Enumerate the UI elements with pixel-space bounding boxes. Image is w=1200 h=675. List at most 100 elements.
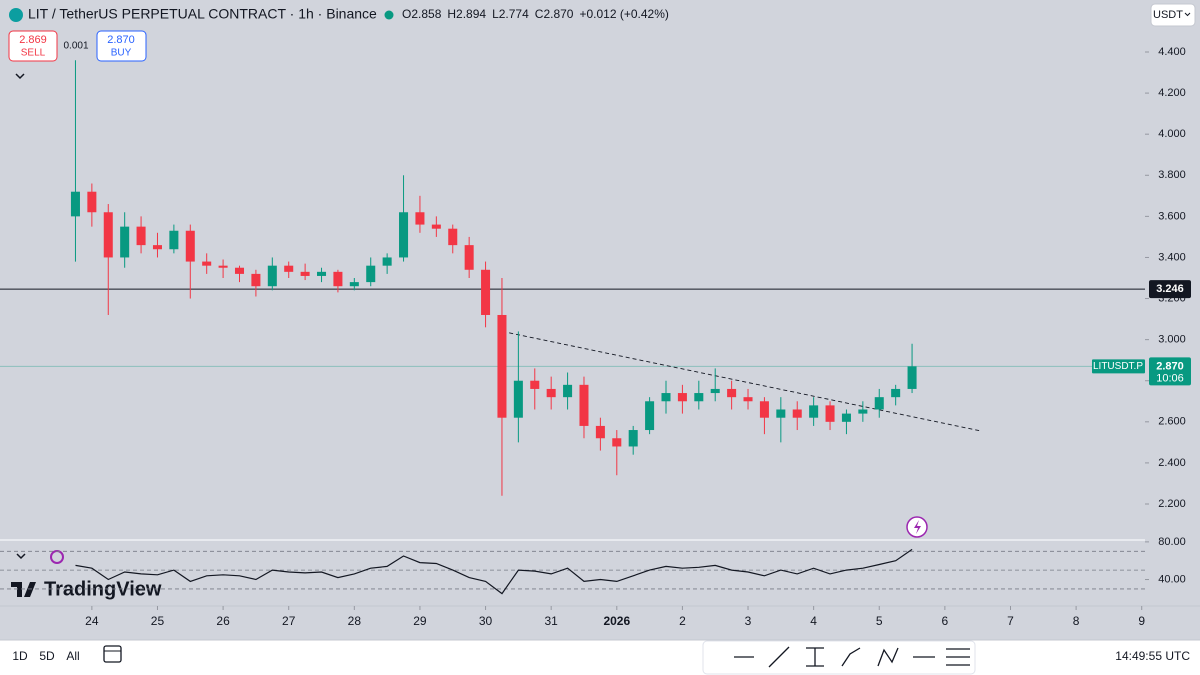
candle-body <box>136 226 146 246</box>
tool-range[interactable] <box>806 647 824 667</box>
clock: 14:49:55 UTC <box>1115 649 1190 663</box>
rsi-tick-label: 80.00 <box>1158 536 1186 548</box>
y-tick-label: 3.000 <box>1158 334 1186 346</box>
candle-body <box>563 384 573 398</box>
candle-body <box>317 271 327 276</box>
candle-body <box>874 397 884 410</box>
y-tick-label: 2.400 <box>1158 457 1186 469</box>
x-tick-label: 7 <box>1007 614 1014 628</box>
candle-body <box>776 409 786 418</box>
price-tag-value: 2.870 <box>1156 360 1184 372</box>
candle-body <box>825 405 835 422</box>
candle-body <box>743 397 753 402</box>
range-button[interactable]: 5D <box>39 649 55 663</box>
x-tick-label: 2 <box>679 614 686 628</box>
tool-trendline[interactable] <box>768 646 790 668</box>
candle-body <box>481 269 491 315</box>
candle-body <box>448 228 458 246</box>
currency-caret <box>1184 12 1191 17</box>
candle-body <box>300 271 310 276</box>
price-tag-countdown: 10:06 <box>1156 372 1184 384</box>
y-tick-label: 4.200 <box>1158 87 1186 99</box>
x-tick-label: 30 <box>479 614 493 628</box>
candle-body <box>382 257 392 266</box>
spread: 0.001 <box>63 41 88 52</box>
candle-body <box>218 265 228 268</box>
candle-body <box>628 430 638 447</box>
x-tick-label: 27 <box>282 614 296 628</box>
candle-body <box>530 380 540 389</box>
buy-button[interactable] <box>96 30 147 62</box>
symbol-icon <box>9 8 23 22</box>
candle-body <box>399 212 409 258</box>
ohlc-value: O2.858 <box>402 7 442 21</box>
y-tick-label: 4.400 <box>1158 46 1186 58</box>
x-tick-label: 4 <box>810 614 817 628</box>
candle-body <box>595 425 605 439</box>
x-tick-label: 25 <box>151 614 165 628</box>
ohlc-value: +0.012 (+0.42%) <box>579 7 668 21</box>
candle-body <box>103 212 113 258</box>
ohlc-value: C2.870 <box>535 7 574 21</box>
bottom-bar <box>0 640 1200 675</box>
candle-body <box>809 405 819 418</box>
drawing-tools <box>734 646 970 668</box>
candle-body <box>841 413 851 422</box>
candle-body <box>464 245 474 270</box>
candle-body <box>202 261 212 266</box>
y-tick-label: 2.600 <box>1158 416 1186 428</box>
candle-body <box>70 191 80 217</box>
buy-label: BUY <box>111 48 132 59</box>
currency-button[interactable] <box>1150 3 1196 27</box>
candle-body <box>727 388 737 398</box>
hline-label: 3.246 <box>1156 283 1184 295</box>
market-status <box>384 10 394 20</box>
y-tick-label: 3.400 <box>1158 251 1186 263</box>
x-tick-label: 5 <box>876 614 883 628</box>
candle-body <box>497 314 507 418</box>
candle-body <box>87 191 97 213</box>
price-tag-box <box>1149 357 1191 386</box>
candle-body <box>366 265 376 283</box>
hline-label-box <box>1149 280 1191 299</box>
sell-price: 2.869 <box>19 34 47 46</box>
x-tick-label: 6 <box>942 614 949 628</box>
buy-price: 2.870 <box>107 34 135 46</box>
sell-button[interactable] <box>8 30 58 62</box>
x-tick-label: 3 <box>745 614 752 628</box>
candle-body <box>120 226 130 258</box>
y-tick-label: 2.200 <box>1158 498 1186 510</box>
symbol-title[interactable]: LIT / TetherUS PERPETUAL CONTRACT · 1h ·… <box>28 6 377 22</box>
tool-fib[interactable] <box>946 648 970 666</box>
candle-body <box>415 212 425 225</box>
candle-body <box>677 393 687 402</box>
candle-body <box>710 388 720 394</box>
rsi-collapse[interactable] <box>16 553 26 560</box>
range-button[interactable]: All <box>66 649 79 663</box>
range-button[interactable]: 1D <box>12 649 28 663</box>
candle-body <box>891 388 901 398</box>
candle-body <box>661 393 671 402</box>
rsi-line <box>75 548 913 595</box>
x-tick-label: 28 <box>348 614 362 628</box>
chart-background <box>0 0 1145 640</box>
y-tick-label: 3.800 <box>1158 169 1186 181</box>
price-tag-symbol: LITUSDT.P <box>1093 361 1143 372</box>
candle-body <box>169 230 179 250</box>
candle-body <box>185 230 195 262</box>
tool-path[interactable] <box>841 647 861 667</box>
candle-body <box>858 409 868 414</box>
logo-text: TradingView <box>44 578 162 600</box>
x-tick-label: 2026 <box>603 614 630 628</box>
collapse-toggle[interactable] <box>15 73 25 80</box>
tool-pattern[interactable] <box>877 647 899 667</box>
candle-body <box>907 366 917 389</box>
candle-body <box>284 265 294 272</box>
candle-body <box>546 388 556 398</box>
candle-body <box>694 393 704 402</box>
candle-body <box>152 245 162 250</box>
candle-body <box>251 273 261 287</box>
candle-body <box>349 282 359 287</box>
alert-bolt <box>914 520 921 534</box>
date-range-button[interactable] <box>103 645 122 663</box>
